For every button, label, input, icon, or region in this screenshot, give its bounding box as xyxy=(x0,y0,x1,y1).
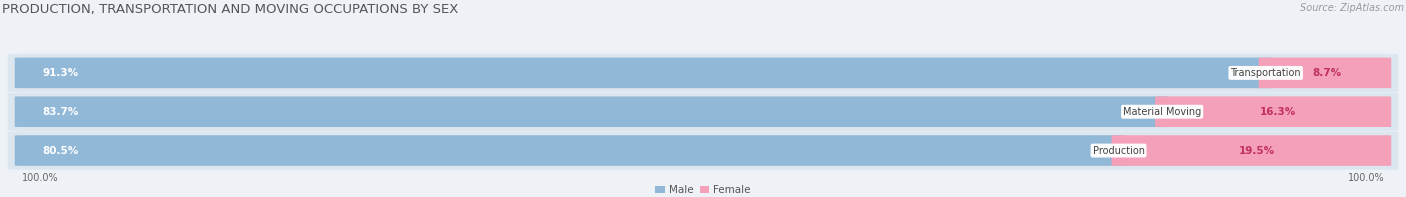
Text: 100.0%: 100.0% xyxy=(21,173,59,183)
Text: 19.5%: 19.5% xyxy=(1239,146,1275,156)
Text: PRODUCTION, TRANSPORTATION AND MOVING OCCUPATIONS BY SEX: PRODUCTION, TRANSPORTATION AND MOVING OC… xyxy=(1,3,458,16)
FancyBboxPatch shape xyxy=(1156,96,1392,127)
FancyBboxPatch shape xyxy=(1258,58,1392,88)
FancyBboxPatch shape xyxy=(1112,135,1392,166)
FancyBboxPatch shape xyxy=(14,58,1272,88)
FancyBboxPatch shape xyxy=(14,135,1126,166)
Text: 83.7%: 83.7% xyxy=(42,107,79,117)
Text: 80.5%: 80.5% xyxy=(42,146,79,156)
Text: Transportation: Transportation xyxy=(1230,68,1301,78)
FancyBboxPatch shape xyxy=(14,96,1170,127)
FancyBboxPatch shape xyxy=(7,131,1399,170)
Text: 8.7%: 8.7% xyxy=(1313,68,1341,78)
Text: 16.3%: 16.3% xyxy=(1260,107,1296,117)
Text: Source: ZipAtlas.com: Source: ZipAtlas.com xyxy=(1299,3,1405,13)
Text: Production: Production xyxy=(1092,146,1144,156)
Text: Material Moving: Material Moving xyxy=(1123,107,1201,117)
Text: 100.0%: 100.0% xyxy=(1347,173,1385,183)
Text: 91.3%: 91.3% xyxy=(42,68,79,78)
FancyBboxPatch shape xyxy=(7,93,1399,131)
Legend: Male, Female: Male, Female xyxy=(651,181,755,197)
FancyBboxPatch shape xyxy=(7,54,1399,92)
